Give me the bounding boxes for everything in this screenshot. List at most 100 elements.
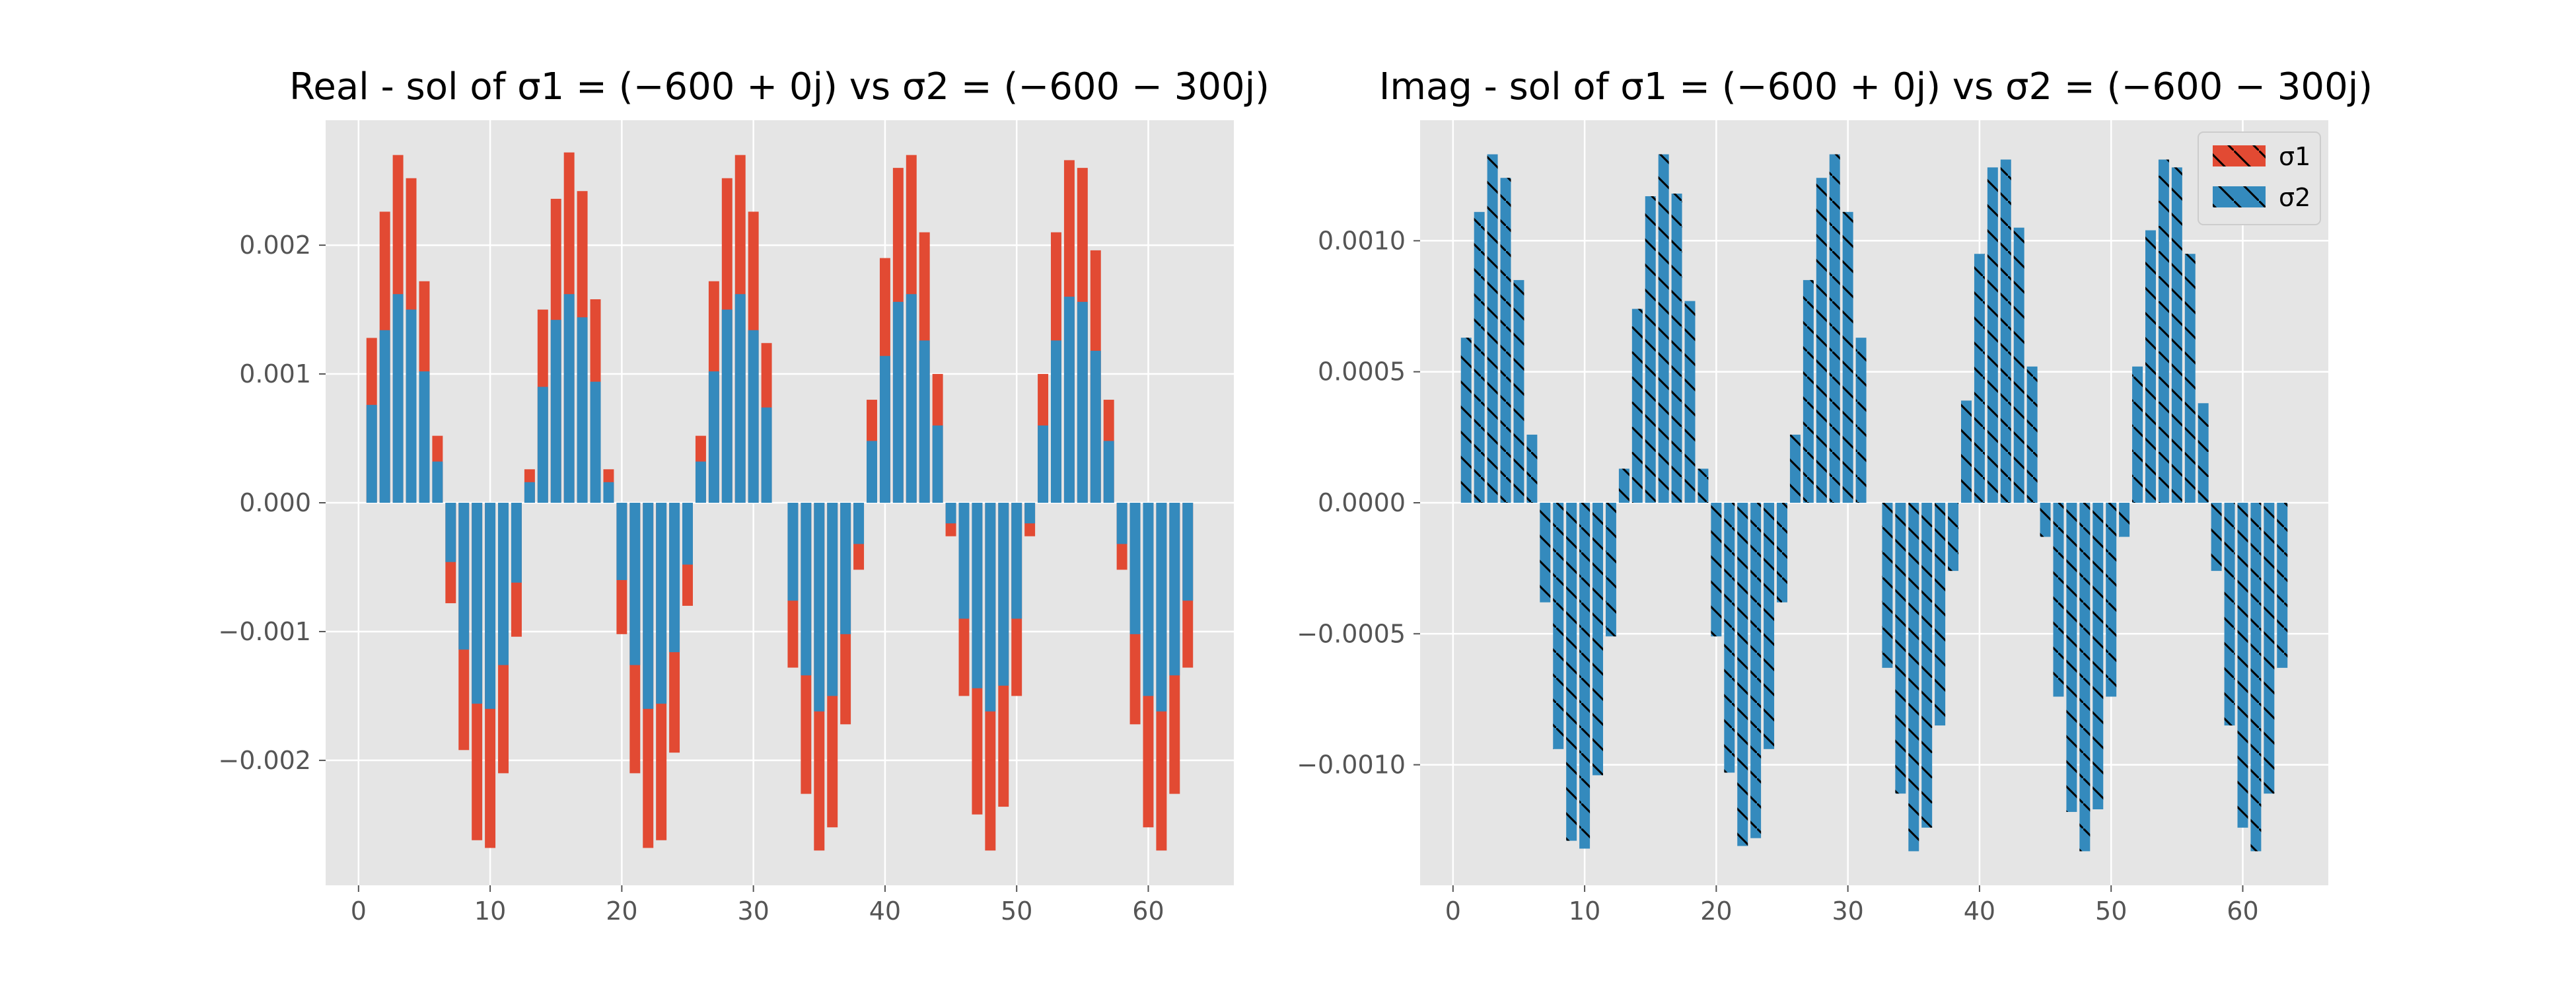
bar-sigma2	[656, 503, 667, 704]
bar-hatch	[1961, 400, 1972, 503]
bar-hatch	[2211, 503, 2222, 571]
x-tick-label: 40	[869, 897, 901, 926]
bar-sigma2	[1143, 503, 1154, 696]
bar-hatch	[1684, 301, 1696, 503]
x-tick-label: 50	[2095, 897, 2127, 926]
y-tick-label: 0.000	[239, 488, 311, 517]
legend-label: σ2	[2279, 183, 2310, 212]
y-tick-label: 0.002	[239, 231, 311, 260]
bar-sigma2	[1129, 503, 1141, 634]
y-tick-label: 0.001	[239, 359, 311, 388]
bar-sigma2	[932, 425, 943, 503]
bar-hatch	[2053, 503, 2064, 697]
x-tick-label: 0	[351, 897, 367, 926]
bar-hatch	[1829, 154, 1840, 503]
y-tick-label: −0.0010	[1297, 751, 1406, 780]
bar-sigma2	[590, 381, 601, 503]
bar-sigma2	[695, 461, 706, 503]
bar-hatch	[1566, 503, 1577, 841]
y-tick-label: −0.002	[218, 746, 311, 775]
bar-hatch	[1803, 279, 1814, 503]
bar-hatch	[1553, 503, 1564, 749]
x-tick-label: 10	[474, 897, 506, 926]
bar-sigma2	[906, 294, 917, 503]
bar-sigma2	[1038, 425, 1049, 503]
bar-hatch	[1816, 178, 1827, 503]
bar-hatch	[1724, 503, 1735, 773]
bar-sigma2	[879, 355, 890, 503]
chart-title: Real - sol of σ1 = (−600 + 0j) vs σ2 = (…	[289, 65, 1270, 108]
bar-sigma2	[1090, 350, 1101, 503]
bar-hatch	[2093, 503, 2104, 809]
bar-hatch	[1618, 468, 1629, 503]
bar-sigma2	[972, 503, 983, 688]
legend-label: σ1	[2279, 142, 2310, 171]
bar-hatch	[2119, 503, 2130, 537]
bar-sigma2	[1051, 340, 1061, 503]
bar-sigma2	[379, 330, 390, 503]
y-tick-label: −0.001	[218, 617, 311, 646]
x-tick-label: 30	[737, 897, 769, 926]
bar-sigma2	[524, 482, 535, 503]
chart-title: Imag - sol of σ1 = (−600 + 0j) vs σ2 = (…	[1379, 65, 2373, 108]
bar-hatch	[2079, 503, 2091, 852]
bar-hatch	[2040, 503, 2051, 537]
bar-hatch	[2026, 366, 2038, 503]
bar-sigma2	[550, 320, 561, 503]
bar-hatch	[1948, 503, 1959, 571]
bar-hatch	[1526, 434, 1538, 503]
bar-sigma2	[748, 330, 759, 503]
bar-sigma2	[867, 441, 877, 503]
bar-hatch	[2184, 254, 2196, 503]
bar-sigma2	[892, 301, 904, 503]
bar-sigma2	[432, 461, 443, 503]
y-tick-label: −0.0005	[1297, 619, 1406, 648]
bar-sigma2	[682, 503, 693, 565]
bar-hatch	[2277, 503, 2288, 668]
bar-hatch	[2171, 167, 2182, 503]
bar-sigma2	[485, 503, 496, 709]
bar-sigma2	[1103, 441, 1114, 503]
bar-sigma2	[498, 503, 509, 665]
bar-hatch	[1605, 503, 1616, 637]
real-part-chart: 0 10 20 30 40 50 60 −0.002 −0.001 0.000 0.001 0.002…	[218, 65, 1270, 926]
bar-sigma2	[511, 503, 522, 583]
bar-hatch	[1987, 167, 1998, 503]
x-tick-label: 60	[1132, 897, 1164, 926]
bar-sigma2	[1182, 503, 1194, 601]
bar-hatch	[1645, 196, 1656, 503]
bar-sigma2	[945, 503, 956, 524]
bar-sigma2	[392, 294, 404, 503]
bar-sigma2	[458, 503, 470, 650]
bar-sigma2	[801, 503, 812, 676]
bar-hatch	[2198, 403, 2209, 503]
bar-hatch	[1777, 503, 1787, 603]
x-tick-label: 30	[1832, 897, 1863, 926]
bar-hatch	[1750, 503, 1762, 838]
bar-hatch	[1855, 338, 1867, 503]
bar-sigma2	[603, 482, 614, 503]
bar-sigma2	[1011, 503, 1022, 619]
bar-sigma2	[827, 503, 838, 696]
legend-swatch-hatch	[2213, 145, 2266, 166]
bar-hatch	[2106, 503, 2117, 697]
bar-sigma2	[563, 294, 575, 503]
bar-hatch	[1842, 211, 1853, 503]
bar-hatch	[2237, 503, 2248, 828]
bar-sigma2	[616, 503, 627, 580]
bar-hatch	[1895, 503, 1906, 794]
bar-hatch	[1711, 503, 1722, 637]
x-tick-label: 60	[2227, 897, 2258, 926]
bar-sigma2	[643, 503, 654, 709]
bar-hatch	[2224, 503, 2235, 726]
y-tick-label: 0.0005	[1318, 357, 1406, 386]
bar-sigma2	[708, 371, 719, 503]
x-tick-label: 20	[1700, 897, 1732, 926]
bar-hatch	[2000, 159, 2011, 503]
bar-hatch	[1579, 503, 1591, 849]
bar-hatch	[2264, 503, 2275, 794]
bar-sigma2	[537, 386, 548, 503]
bar-hatch	[1500, 178, 1511, 503]
